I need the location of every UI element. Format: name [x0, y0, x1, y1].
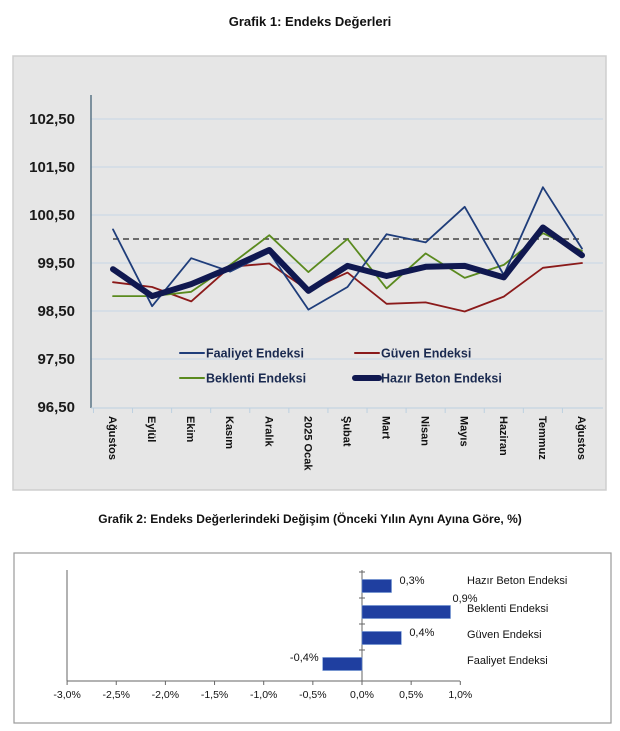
chart1-x-tick-label: Kasım [223, 416, 235, 449]
chart2-category-label: Güven Endeksi [467, 629, 542, 641]
chart1-y-tick-label: 97,50 [37, 351, 75, 368]
chart1-x-tick-label: Ağustos [106, 416, 118, 460]
chart1-y-tick-label: 96,50 [37, 399, 75, 416]
chart2-x-tick-label: -3,0% [53, 689, 80, 701]
chart2-bar [361, 631, 402, 645]
chart1-x-tick-label: Mayıs [458, 416, 470, 447]
chart1-x-tick-label: Temmuz [536, 416, 548, 460]
chart2-bar [361, 579, 392, 593]
chart1-x-tick-label: Haziran [497, 416, 509, 456]
chart1-x-tick-label: Ağustos [575, 416, 587, 460]
chart2-category-label: Faaliyet Endeksi [467, 655, 548, 667]
chart1-x-tick-label: Nisan [419, 416, 431, 446]
chart2-category-label: Beklenti Endeksi [467, 603, 548, 615]
chart2-frame [13, 552, 612, 724]
chart1-legend-label: Beklenti Endeksi [206, 372, 306, 386]
chart1-x-tick-label: Aralık [262, 416, 274, 447]
chart1-y-tick-label: 98,50 [37, 303, 75, 320]
chart1-title: Grafik 1: Endeks Değerleri [228, 14, 392, 29]
chart2-x-tick-label: 0,5% [399, 689, 423, 701]
chart1-legend-label: Faaliyet Endeksi [206, 347, 304, 361]
chart1-y-tick-label: 100,50 [29, 207, 75, 224]
chart2-data-label: -0,4% [290, 652, 319, 664]
chart1-x-tick-label: Eylül [145, 416, 157, 442]
chart2-data-label: 0,3% [399, 575, 424, 587]
chart2-x-tick-label: -2,5% [103, 689, 130, 701]
chart2-data-label: 0,9% [452, 593, 477, 605]
chart1-y-tick-label: 102,50 [29, 111, 75, 128]
chart1-legend-label: Hazır Beton Endeksi [381, 372, 502, 386]
chart1-x-tick-label: Ekim [184, 416, 196, 443]
chart1-x-tick-label: 2025 Ocak [301, 416, 313, 471]
chart2-bar [361, 605, 451, 619]
chart1-x-tick-label: Şubat [340, 416, 352, 447]
chart1-y-tick-label: 99,50 [37, 255, 75, 272]
chart2-data-label: 0,4% [409, 627, 434, 639]
chart1-legend-label: Güven Endeksi [381, 347, 471, 361]
chart1-y-tick-label: 101,50 [29, 159, 75, 176]
chart2-x-tick-label: 0,0% [350, 689, 374, 701]
chart2-x-tick-label: 1,0% [448, 689, 472, 701]
chart2-category-label: Hazır Beton Endeksi [467, 575, 567, 587]
chart2-x-tick-label: -2,0% [152, 689, 179, 701]
chart2-title: Grafik 2: Endeks Değerlerindeki Değişim … [98, 512, 522, 526]
chart2-x-tick-label: -1,5% [201, 689, 228, 701]
chart1-x-tick-label: Mart [380, 416, 392, 440]
chart2-bar [322, 657, 363, 671]
chart1-line-chart: 96,50 97,50 98,50 99,50 100,50 101,50 102,50 A… [12, 55, 607, 491]
chart2-x-tick-label: -0,5% [299, 689, 326, 701]
chart2-x-tick-label: -1,0% [250, 689, 277, 701]
